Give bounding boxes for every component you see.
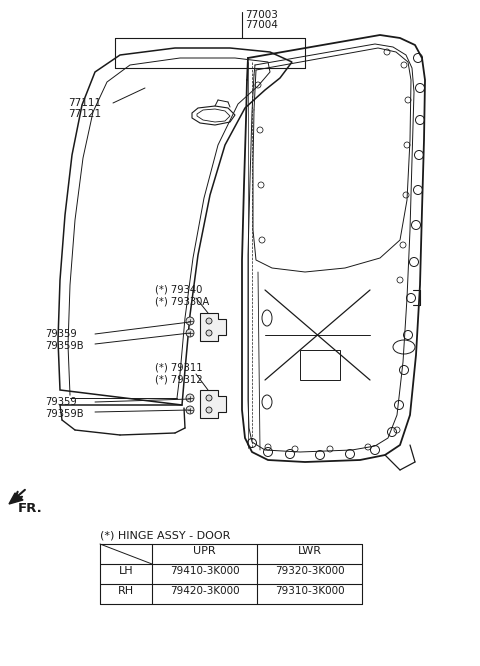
- Text: LH: LH: [119, 566, 133, 576]
- Text: 79310-3K000: 79310-3K000: [275, 586, 344, 596]
- Circle shape: [206, 330, 212, 336]
- Text: (*) 79340: (*) 79340: [155, 285, 203, 295]
- Circle shape: [206, 407, 212, 413]
- Text: 79359: 79359: [45, 397, 77, 407]
- Text: 79359: 79359: [45, 329, 77, 339]
- Text: 77121: 77121: [68, 109, 101, 119]
- Text: 79320-3K000: 79320-3K000: [275, 566, 344, 576]
- Text: 79359B: 79359B: [45, 341, 84, 351]
- Circle shape: [186, 406, 194, 414]
- Text: (*) HINGE ASSY - DOOR: (*) HINGE ASSY - DOOR: [100, 530, 230, 540]
- Text: 77111: 77111: [68, 98, 101, 108]
- Text: LWR: LWR: [298, 546, 322, 556]
- Text: UPR: UPR: [193, 546, 216, 556]
- Circle shape: [186, 317, 194, 325]
- Text: (*) 79330A: (*) 79330A: [155, 296, 209, 306]
- Text: 79420-3K000: 79420-3K000: [170, 586, 240, 596]
- Circle shape: [206, 395, 212, 401]
- Text: (*) 79312: (*) 79312: [155, 374, 203, 384]
- Circle shape: [186, 329, 194, 337]
- Text: 77003: 77003: [245, 10, 278, 20]
- Circle shape: [206, 318, 212, 324]
- Text: 79410-3K000: 79410-3K000: [170, 566, 240, 576]
- Text: RH: RH: [118, 586, 134, 596]
- Bar: [300, 350, 340, 380]
- Circle shape: [186, 394, 194, 402]
- Text: 79359B: 79359B: [45, 409, 84, 419]
- Text: (*) 79311: (*) 79311: [155, 363, 203, 373]
- Polygon shape: [200, 390, 226, 418]
- Polygon shape: [9, 493, 23, 504]
- Text: FR.: FR.: [18, 502, 43, 515]
- Text: 77004: 77004: [245, 20, 278, 30]
- Polygon shape: [200, 313, 226, 341]
